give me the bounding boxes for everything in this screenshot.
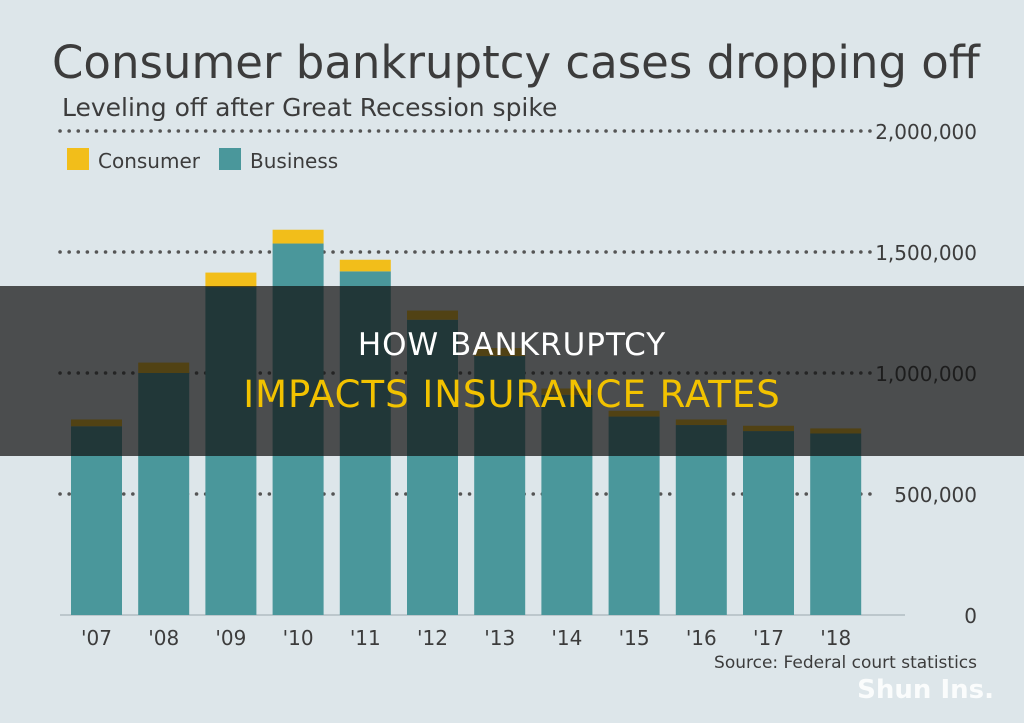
legend-business-label: Business [250,149,338,173]
bar-consumer [272,229,324,244]
x-axis-tick-labels: '07 '08 '09 '10 '11 '12 '13 '14 '15 '16 '17 '18 [81,626,851,650]
headline-banner: HOW BANKRUPTCY IMPACTS INSURANCE RATES [0,286,1024,456]
bar-business [743,431,794,615]
y-tick-label: 0 [964,604,977,628]
x-tick-label: '16 [686,626,717,650]
x-tick-label: '18 [820,626,851,650]
y-tick-label: 500,000 [894,483,977,507]
x-tick-label: '10 [283,626,314,650]
bar-consumer [205,272,257,288]
headline-line-2: IMPACTS INSURANCE RATES [243,372,781,416]
x-tick-label: '09 [215,626,246,650]
x-tick-label: '12 [417,626,448,650]
y-tick-label: 2,000,000 [875,120,977,144]
x-tick-label: '15 [619,626,650,650]
legend-consumer-label: Consumer [98,149,201,173]
source-note: Source: Federal court statistics [714,653,977,673]
x-tick-label: '13 [484,626,515,650]
legend-consumer-swatch [67,148,89,170]
x-tick-label: '14 [551,626,582,650]
bar-consumer [339,259,391,272]
x-tick-label: '11 [350,626,381,650]
watermark: Shun Ins. [857,675,994,705]
x-tick-label: '08 [148,626,179,650]
chart-title: Consumer bankruptcy cases dropping off [52,36,981,89]
legend-business-swatch [219,148,241,170]
headline-line-1: HOW BANKRUPTCY [357,326,667,363]
legend: Consumer Business [67,148,338,173]
y-tick-label: 1,500,000 [875,241,977,265]
x-tick-label: '17 [753,626,784,650]
bar-business [71,426,122,615]
bar-business [810,433,862,615]
x-tick-label: '07 [81,626,112,650]
chart-subtitle: Leveling off after Great Recession spike [62,93,557,122]
bar-business [675,425,727,615]
